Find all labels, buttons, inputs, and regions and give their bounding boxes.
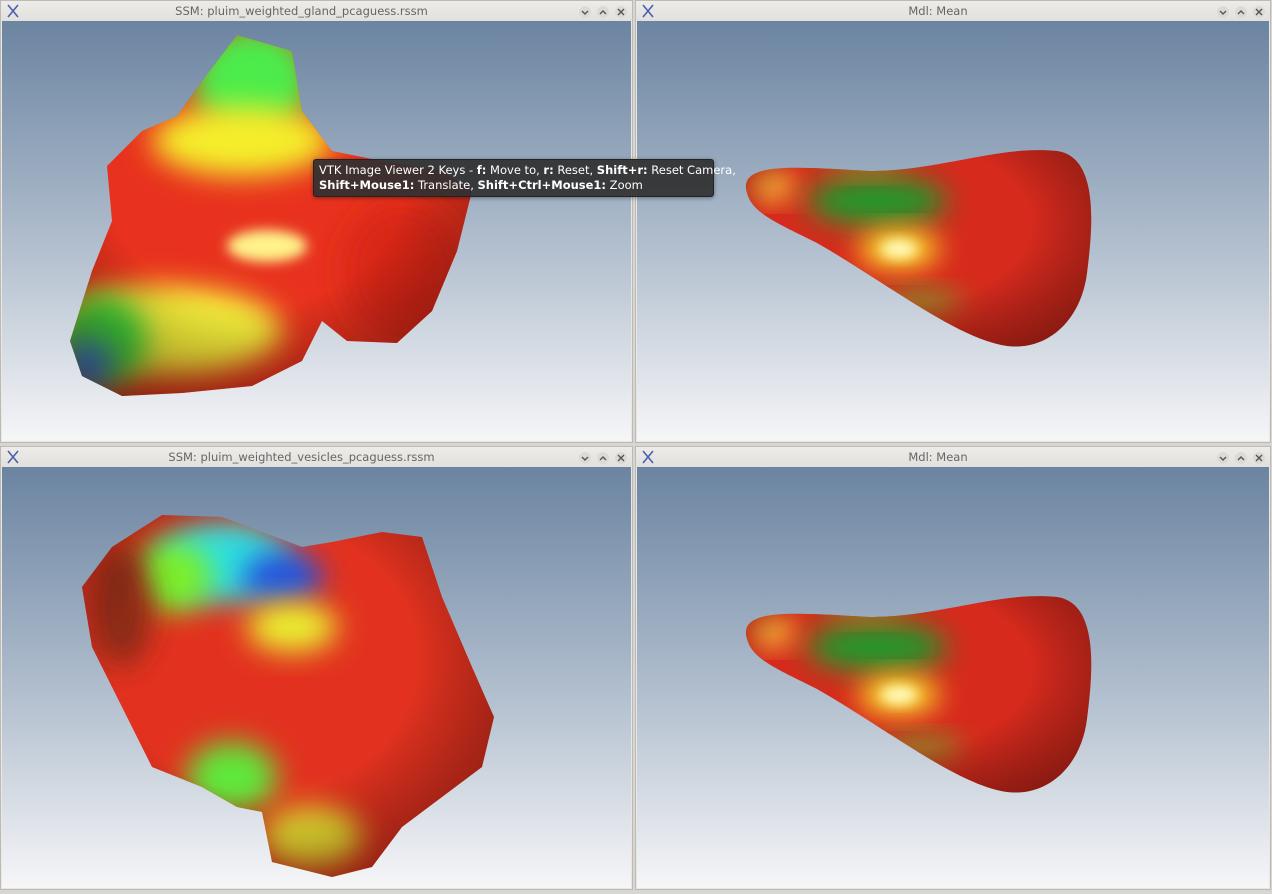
close-button[interactable] [1252, 450, 1266, 464]
app-icon [7, 4, 19, 18]
tooltip-line: VTK Image Viewer 2 Keys - f: Move to, r:… [319, 163, 736, 178]
title-bar[interactable]: Mdl: Mean [636, 447, 1270, 467]
button-icon [615, 452, 627, 464]
minimize-button[interactable] [1216, 450, 1230, 464]
maximize-button[interactable] [596, 450, 610, 464]
button-icon [579, 452, 591, 464]
app-icon [7, 450, 19, 464]
tooltip-key: f: [476, 163, 487, 177]
close-button[interactable] [614, 450, 628, 464]
button-icon [1253, 6, 1265, 18]
window-title: Mdl: Mean [908, 450, 968, 464]
tooltip-text: Move to, [486, 163, 544, 177]
button-icon [597, 452, 609, 464]
button-icon [1253, 452, 1265, 464]
minimize-button[interactable] [578, 450, 592, 464]
tooltip-line: Shift+Mouse1: Translate, Shift+Ctrl+Mous… [319, 178, 708, 193]
button-icon [597, 6, 609, 18]
button-icon [615, 6, 627, 18]
app-icon [642, 450, 654, 464]
render-view[interactable] [637, 21, 1269, 441]
window-title: SSM: pluim_weighted_vesicles_pcaguess.rs… [168, 450, 435, 464]
close-button[interactable] [614, 4, 628, 18]
tooltip-key: Shift+Ctrl+Mouse1: [477, 178, 607, 192]
app-icon [642, 4, 654, 18]
render-view[interactable] [637, 467, 1269, 888]
button-icon [1235, 6, 1247, 18]
button-icon [1235, 452, 1247, 464]
title-bar[interactable]: SSM: pluim_weighted_gland_pcaguess.rssm [1, 1, 632, 21]
tooltip-key: r: [543, 163, 554, 177]
minimize-button[interactable] [578, 4, 592, 18]
tooltip-text: Reset Camera, [647, 163, 736, 177]
maximize-button[interactable] [1234, 4, 1248, 18]
title-bar[interactable]: Mdl: Mean [636, 1, 1270, 21]
tooltip-text: Zoom [606, 178, 643, 192]
tooltip: VTK Image Viewer 2 Keys - f: Move to, r:… [313, 159, 736, 197]
viewer-window[interactable]: Mdl: Mean [635, 0, 1271, 443]
button-icon [1217, 452, 1229, 464]
minimize-button[interactable] [1216, 4, 1230, 18]
maximize-button[interactable] [1234, 450, 1248, 464]
render-view[interactable] [2, 467, 631, 888]
tooltip-text: Reset, [553, 163, 597, 177]
tooltip-key: Shift+Mouse1: [319, 178, 415, 192]
viewer-window[interactable]: SSM: pluim_weighted_vesicles_pcaguess.rs… [0, 446, 633, 890]
viewer-window[interactable]: SSM: pluim_weighted_gland_pcaguess.rssm [0, 0, 633, 443]
viewer-window[interactable]: Mdl: Mean [635, 446, 1271, 890]
tooltip-text: VTK Image Viewer 2 Keys - [319, 163, 477, 177]
window-title: Mdl: Mean [908, 4, 968, 18]
tooltip-key: Shift+r: [596, 163, 648, 177]
button-icon [1217, 6, 1229, 18]
button-icon [579, 6, 591, 18]
close-button[interactable] [1252, 4, 1266, 18]
window-title: SSM: pluim_weighted_gland_pcaguess.rssm [175, 4, 428, 18]
title-bar[interactable]: SSM: pluim_weighted_vesicles_pcaguess.rs… [1, 447, 632, 467]
maximize-button[interactable] [596, 4, 610, 18]
render-view[interactable] [2, 21, 631, 441]
tooltip-text: Translate, [414, 178, 478, 192]
